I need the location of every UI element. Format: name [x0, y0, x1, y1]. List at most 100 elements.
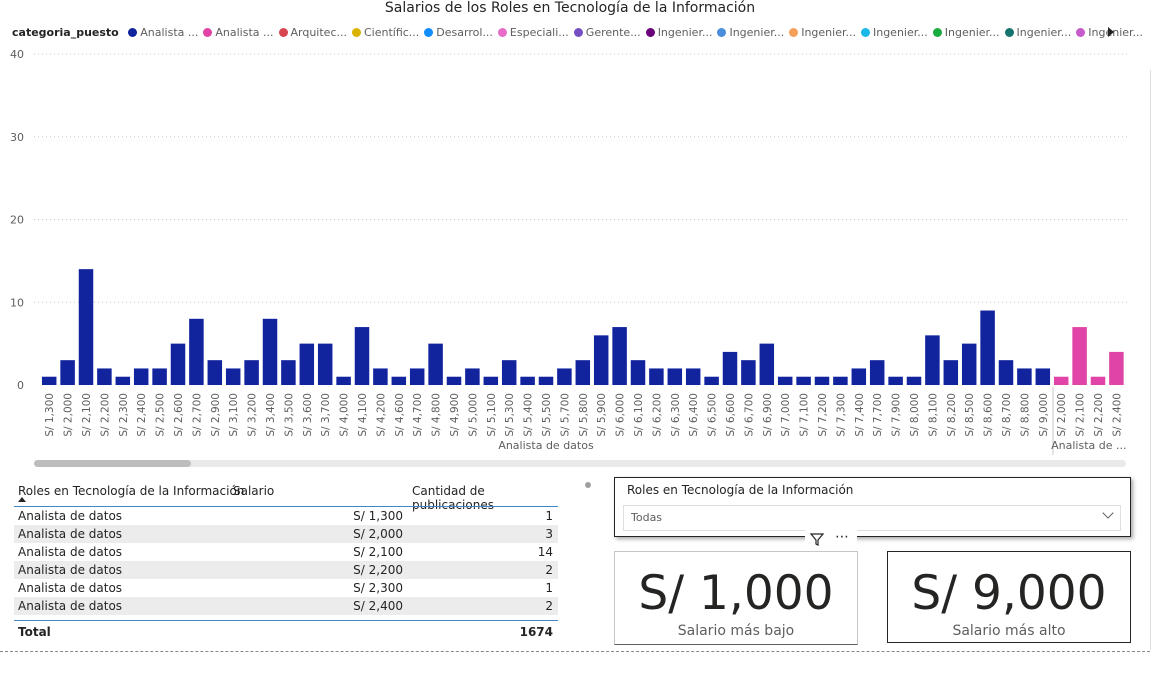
x-tick-label: S/ 6,500: [707, 393, 719, 437]
legend-item[interactable]: Analista ...: [203, 26, 274, 39]
bar[interactable]: [961, 343, 977, 385]
table-row[interactable]: Analista de datos S/ 2,200 2: [14, 561, 558, 579]
legend-item[interactable]: Ingenier...: [1004, 26, 1071, 39]
legend-label: Analista ...: [140, 26, 199, 39]
bar[interactable]: [207, 360, 223, 385]
bar[interactable]: [925, 335, 940, 385]
bar[interactable]: [833, 376, 848, 385]
bar[interactable]: [869, 360, 885, 385]
bar[interactable]: [78, 269, 94, 385]
legend-item[interactable]: Analista ...: [128, 26, 198, 39]
bar[interactable]: [888, 376, 903, 385]
bar[interactable]: [704, 376, 719, 385]
legend-item[interactable]: Ingenier...: [645, 26, 712, 39]
bar[interactable]: [520, 376, 535, 385]
bar[interactable]: [225, 368, 241, 385]
table-row[interactable]: Analista de datos S/ 1,300 1: [14, 507, 558, 525]
bar[interactable]: [759, 343, 775, 385]
bar[interactable]: [336, 376, 351, 385]
bar[interactable]: [391, 376, 407, 385]
legend-item[interactable]: Ingenier...: [717, 26, 784, 39]
legend-item[interactable]: Gerente...: [573, 26, 641, 39]
bar[interactable]: [1072, 327, 1087, 385]
table-row[interactable]: Analista de datos S/ 2,400 2: [14, 597, 558, 615]
legend-item[interactable]: Desarrol...: [424, 26, 493, 39]
bar[interactable]: [649, 368, 664, 385]
x-tick-label: S/ 3,100: [228, 393, 240, 437]
bar[interactable]: [483, 376, 499, 385]
legend-item[interactable]: Arquitec...: [278, 26, 347, 39]
bar[interactable]: [97, 368, 112, 385]
x-tick-label: S/ 6,100: [633, 393, 645, 437]
bar[interactable]: [906, 376, 922, 385]
bar[interactable]: [446, 376, 462, 385]
bar[interactable]: [557, 368, 572, 385]
table-row[interactable]: Analista de datos S/ 2,000 3: [14, 525, 558, 543]
chart-scrollbar-track[interactable]: [34, 460, 1126, 467]
bar[interactable]: [1053, 376, 1069, 385]
table-row[interactable]: Analista de datos S/ 2,100 14: [14, 543, 558, 561]
filter-icon[interactable]: [809, 531, 825, 547]
chart-scrollbar-thumb[interactable]: [34, 460, 191, 467]
cell-rol: Analista de datos: [18, 581, 123, 595]
bar[interactable]: [373, 368, 388, 385]
x-tick-label: S/ 5,500: [541, 393, 553, 437]
bar[interactable]: [189, 318, 204, 385]
chevron-down-icon[interactable]: [1102, 507, 1114, 519]
bar[interactable]: [1109, 351, 1124, 385]
bar[interactable]: [575, 360, 591, 385]
column-header-salario[interactable]: Salario: [233, 484, 275, 498]
bar[interactable]: [244, 360, 259, 385]
legend-item[interactable]: Especiali...: [497, 26, 569, 39]
table-row[interactable]: Analista de datos S/ 2,300 1: [14, 579, 558, 597]
bar[interactable]: [170, 343, 186, 385]
bar[interactable]: [317, 343, 333, 385]
bar[interactable]: [465, 368, 480, 385]
bar[interactable]: [152, 368, 167, 385]
bar[interactable]: [814, 376, 830, 385]
bar[interactable]: [354, 327, 370, 385]
sort-ascending-icon[interactable]: [18, 497, 26, 502]
legend-dot: [351, 28, 361, 37]
bar[interactable]: [1017, 368, 1032, 385]
x-tick-label: S/ 7,700: [872, 393, 884, 437]
bar[interactable]: [943, 360, 959, 385]
bar[interactable]: [722, 351, 738, 385]
bar[interactable]: [980, 310, 995, 385]
bar[interactable]: [115, 376, 131, 385]
legend-item[interactable]: Ingenier...: [932, 26, 1000, 39]
bar[interactable]: [1090, 376, 1106, 385]
visual-resize-handle[interactable]: [585, 482, 591, 488]
bar[interactable]: [796, 376, 811, 385]
bar[interactable]: [777, 376, 793, 385]
bar[interactable]: [299, 343, 315, 385]
bar[interactable]: [630, 360, 646, 385]
chart-legend: categoria_puesto Analista ... Analista ..…: [12, 26, 1148, 42]
bar[interactable]: [262, 318, 278, 385]
bar[interactable]: [741, 360, 756, 385]
bar[interactable]: [409, 368, 425, 385]
bar[interactable]: [133, 368, 149, 385]
more-options-icon[interactable]: ⋯: [835, 529, 850, 545]
bar[interactable]: [281, 360, 296, 385]
bar[interactable]: [1035, 368, 1051, 385]
slicer-dropdown[interactable]: Todas: [623, 505, 1121, 531]
legend-item[interactable]: Ingenier...: [789, 26, 856, 39]
bar[interactable]: [593, 335, 609, 385]
legend-next-arrow-icon[interactable]: [1108, 27, 1114, 37]
bar[interactable]: [667, 368, 683, 385]
column-header-rol[interactable]: Roles en Tecnología de la Información: [18, 484, 245, 498]
bar[interactable]: [612, 327, 627, 385]
bar[interactable]: [998, 360, 1014, 385]
legend-item[interactable]: Ingenier...: [860, 26, 928, 39]
bar[interactable]: [501, 360, 517, 385]
bar[interactable]: [60, 360, 75, 385]
bar[interactable]: [851, 368, 867, 385]
legend-item[interactable]: Científic...: [351, 26, 419, 39]
bar[interactable]: [685, 368, 701, 385]
bar[interactable]: [41, 376, 57, 385]
bar[interactable]: [428, 343, 443, 385]
column-header-cantidad[interactable]: Cantidad de publicaciones: [412, 484, 494, 512]
bar[interactable]: [538, 376, 554, 385]
legend-item[interactable]: Ingenier...: [1076, 26, 1143, 39]
